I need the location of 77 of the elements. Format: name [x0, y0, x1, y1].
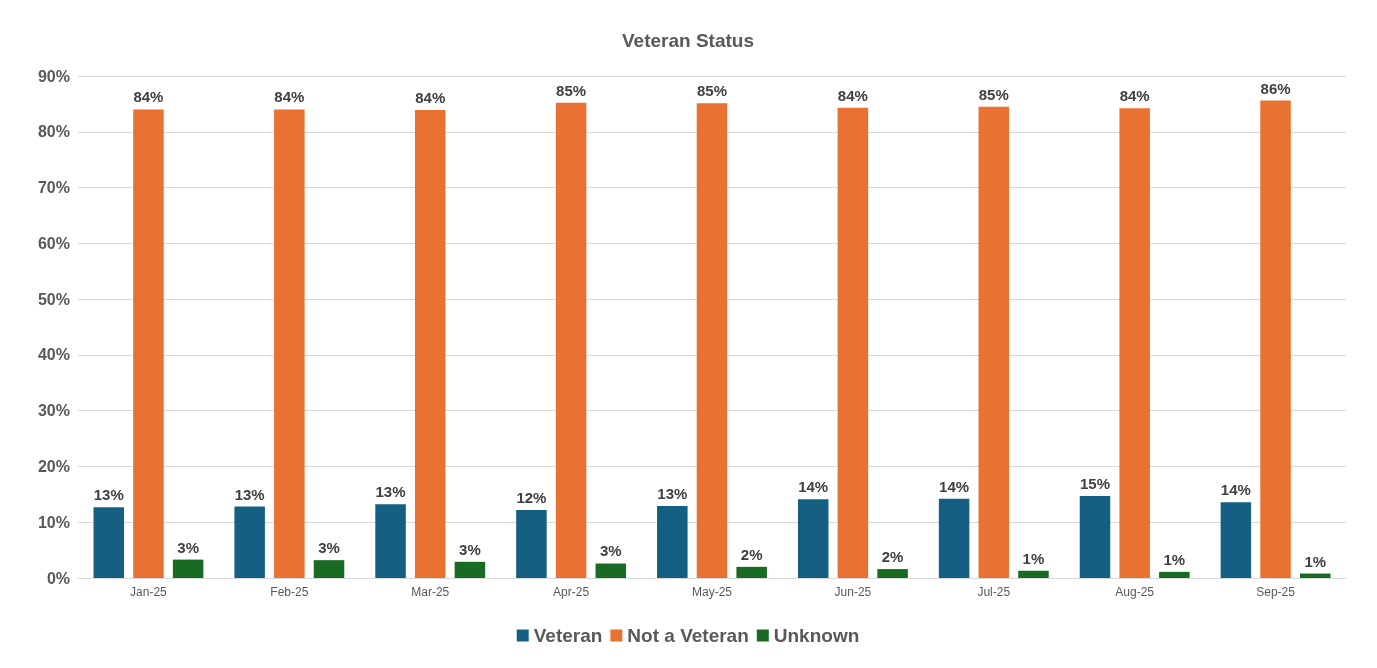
data-label: 3%	[318, 539, 340, 557]
y-tick-label: 70%	[37, 179, 70, 197]
bar	[133, 109, 164, 578]
data-label: 15%	[1079, 475, 1110, 493]
bar	[1220, 502, 1252, 578]
chart-title: Veteran Status	[622, 30, 754, 51]
data-label: 84%	[274, 88, 305, 106]
bar	[1018, 570, 1049, 578]
data-label: 1%	[1022, 549, 1045, 567]
bar	[274, 109, 305, 578]
legend-label: Not a Veteran	[627, 625, 749, 646]
y-tick-label: 20%	[37, 457, 70, 475]
data-label: 3%	[177, 538, 199, 556]
x-tick-label: Feb-25	[270, 585, 309, 599]
data-label: 13%	[375, 483, 406, 501]
bar	[938, 498, 970, 578]
y-tick-label: 60%	[37, 234, 70, 252]
data-label: 85%	[978, 85, 1009, 103]
data-label: 84%	[837, 86, 868, 104]
bar	[1119, 108, 1150, 578]
bar	[1260, 100, 1291, 578]
data-label: 13%	[93, 486, 124, 504]
data-label: 85%	[696, 82, 728, 100]
bar	[454, 561, 486, 578]
x-tick-label: Mar-25	[411, 585, 450, 599]
bar	[516, 509, 547, 578]
data-label: 14%	[939, 477, 970, 495]
data-label: 85%	[556, 81, 587, 99]
x-tick-label: Apr-25	[553, 585, 590, 599]
data-label: 14%	[1220, 481, 1251, 499]
y-tick-label: 0%	[46, 569, 70, 587]
bar	[234, 506, 265, 578]
bar	[657, 506, 688, 578]
data-label: 1%	[1304, 552, 1327, 570]
y-tick-label: 10%	[37, 513, 70, 531]
data-label: 84%	[415, 89, 446, 107]
bar	[172, 559, 204, 578]
x-tick-label: Sep-25	[1256, 585, 1296, 599]
data-label: 84%	[1119, 87, 1150, 105]
data-label: 2%	[881, 548, 904, 566]
bar	[837, 107, 869, 578]
data-label: 12%	[516, 488, 547, 506]
bar	[978, 106, 1010, 578]
bar	[797, 499, 829, 578]
x-tick-label: Aug-25	[1115, 585, 1155, 599]
legend-label: Unknown	[773, 625, 860, 646]
bar	[1299, 573, 1331, 578]
data-label: 13%	[657, 485, 688, 503]
bar	[736, 566, 767, 578]
x-tick-label: Jun-25	[834, 585, 872, 599]
data-label: 84%	[133, 88, 164, 106]
x-tick-label: May-25	[691, 585, 733, 599]
y-tick-label: 90%	[37, 67, 70, 85]
y-tick-label: 50%	[37, 290, 70, 308]
data-label: 3%	[459, 540, 481, 558]
data-label: 2%	[740, 545, 763, 563]
data-label: 13%	[234, 485, 265, 503]
legend-label: Veteran	[533, 625, 603, 646]
bar	[93, 507, 125, 578]
bar	[375, 504, 406, 578]
y-tick-label: 80%	[37, 123, 70, 141]
bar	[313, 560, 345, 578]
data-label: 3%	[599, 542, 622, 560]
bar	[595, 563, 627, 578]
data-label: 1%	[1163, 550, 1186, 568]
y-tick-label: 40%	[37, 346, 70, 364]
bar	[1159, 571, 1190, 578]
y-tick-label: 30%	[37, 402, 70, 420]
bar	[877, 569, 908, 578]
x-tick-label: Jul-25	[977, 585, 1011, 599]
x-tick-label: Jan-25	[130, 585, 168, 599]
bar	[696, 103, 728, 578]
data-label: 86%	[1260, 79, 1291, 97]
data-label: 14%	[798, 478, 829, 496]
bar	[1079, 496, 1111, 578]
bar	[555, 102, 587, 578]
bar	[414, 110, 446, 578]
